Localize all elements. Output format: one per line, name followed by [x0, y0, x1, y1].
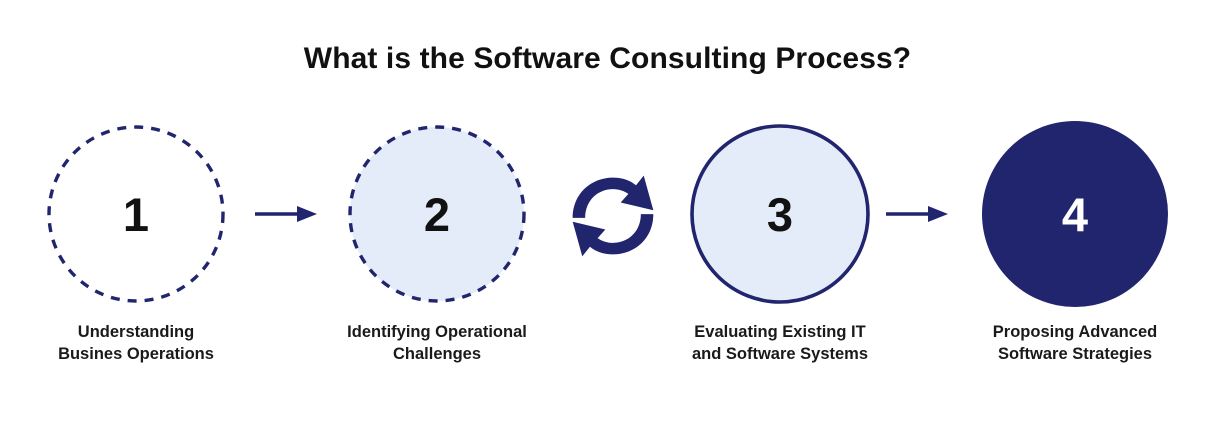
step-1-circle-shape [47, 125, 225, 303]
page-title: What is the Software Consulting Process? [303, 42, 912, 75]
connector-arrow-step3-step4 [886, 202, 950, 231]
step-3-caption-line-1: Evaluating Existing IT [694, 323, 866, 341]
process-step-2[interactable]: 2 Identifying Operational Challenges [322, 118, 552, 366]
step-2-caption: Identifying Operational Challenges [322, 322, 552, 366]
step-1-caption: Understanding Busines Operations [21, 322, 251, 366]
step-4-caption: Proposing Advanced Software Strategies [960, 322, 1190, 366]
arrow-right-icon [255, 206, 317, 222]
process-steps-row: 1 Understanding Busines Operations 2 [0, 118, 1215, 378]
step-1-number: 1 [122, 187, 150, 241]
process-step-4[interactable]: 4 Proposing Advanced Software Strategies [960, 118, 1190, 366]
step-2-caption-line-2: Challenges [392, 344, 482, 363]
step-2-circle[interactable]: 2 [337, 118, 537, 310]
sync-cycle-icon [572, 175, 654, 257]
process-step-1[interactable]: 1 Understanding Busines Operations [21, 118, 251, 366]
step-2-circle-shape [348, 125, 526, 303]
step-4-caption-line-1: Proposing Advanced [992, 323, 1158, 341]
step-2-number: 2 [423, 187, 451, 241]
step-3-caption-line-2: and Software Systems [691, 344, 869, 363]
step-3-circle[interactable]: 3 [680, 118, 880, 310]
process-step-3[interactable]: 3 Evaluating Existing IT and Software Sy… [665, 118, 895, 366]
step-1-caption-line-2: Busines Operations [58, 344, 214, 363]
step-4-number: 4 [1061, 187, 1089, 241]
step-4-circle[interactable]: 4 [975, 118, 1175, 310]
connector-arrow-step1-step2 [255, 202, 319, 231]
step-1-circle[interactable]: 1 [36, 118, 236, 310]
step-4-caption-line-2: Software Strategies [997, 344, 1153, 363]
step-1-caption-line-1: Understanding [77, 323, 195, 341]
step-4-circle-shape [982, 121, 1168, 307]
step-3-caption: Evaluating Existing IT and Software Syst… [665, 322, 895, 366]
step-2-caption-line-1: Identifying Operational [347, 323, 527, 341]
connector-sync-step2-step3 [565, 168, 661, 269]
arrow-right-icon [886, 206, 948, 222]
step-3-number: 3 [766, 187, 794, 241]
step-3-circle-shape [690, 124, 870, 304]
